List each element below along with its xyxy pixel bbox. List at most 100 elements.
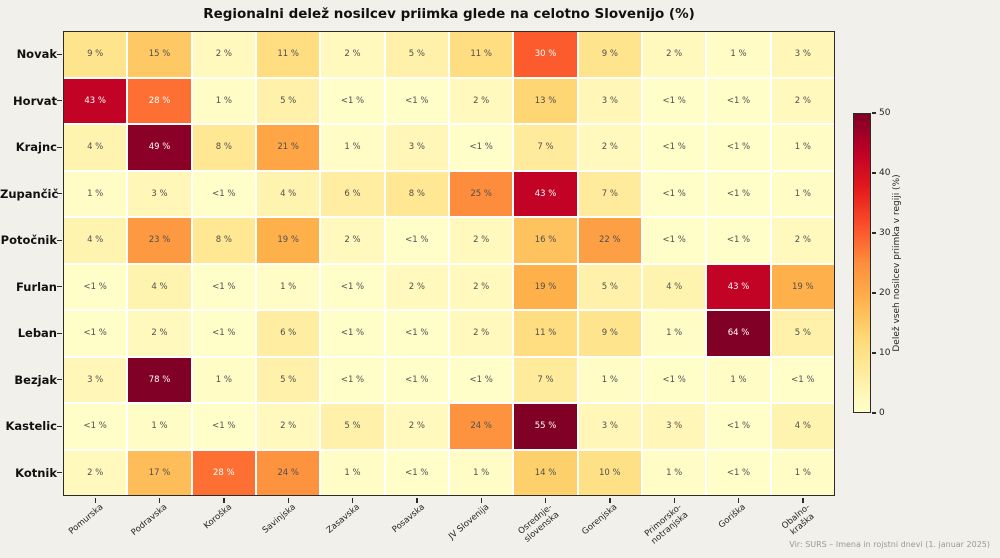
heatmap-cell: 1 % [642,450,706,495]
x-axis-tick [480,497,482,503]
col-label: Podravska [129,502,170,538]
colorbar-tick-label: 50 [879,108,891,118]
heatmap-cell: 23 % [128,218,191,263]
heatmap-cell: 21 % [256,125,320,170]
row-label: Potočnik [0,233,57,248]
heatmap-cell: <1 % [192,264,255,309]
heatmap-cell: 11 % [514,311,577,356]
heatmap-cell: 11 % [449,32,513,77]
y-axis-tick [56,286,62,288]
heatmap-cell: 24 % [449,404,513,449]
heatmap-cell: 4 % [642,264,706,309]
heatmap-cell: 16 % [514,218,577,263]
y-axis-tick [56,193,62,195]
heatmap-cell: 55 % [514,404,577,449]
heatmap-cell: 22 % [578,218,641,263]
heatmap-cell: 1 % [771,171,834,216]
heatmap-cell: <1 % [385,357,448,402]
heatmap-cell: 5 % [771,311,834,356]
heatmap-cell: <1 % [385,450,448,495]
row-label: Kotnik [15,465,57,480]
y-axis-tick [56,146,62,148]
heatmap-cell: <1 % [642,357,706,402]
col-label: Pomurska [66,502,105,537]
heatmap-cell: <1 % [707,218,770,263]
heatmap-cell: 4 % [64,218,127,263]
heatmap-grid: 9 % 15 % 2 % 11 % 2 % 5 % 11 % 30 % 9 % 2 % 1 % 3 %… [63,31,835,496]
colorbar-tick [872,172,876,174]
x-axis-tick [544,497,547,503]
x-axis-tick [416,497,418,503]
heatmap-cell: 2 % [449,311,513,356]
heatmap-cell: <1 % [385,218,448,263]
colorbar [853,113,871,413]
heatmap-cell: <1 % [449,357,513,402]
colorbar-tick-label: 0 [879,408,885,418]
col-label: Koroška [201,502,234,532]
heatmap-cell: 19 % [771,264,834,309]
heatmap-cell: 9 % [578,311,641,356]
heatmap-cell: 5 % [321,404,384,449]
colorbar-tick [872,112,876,114]
y-axis-tick [56,53,62,55]
heatmap-cell: 2 % [256,404,320,449]
colorbar-tick [872,232,876,234]
heatmap-cell: 30 % [514,32,577,77]
colorbar-label: Delež vseh nosilcev priimka v regiji (%) [892,174,902,352]
x-axis-tick [223,497,225,503]
heatmap-cell: <1 % [449,125,513,170]
heatmap-cell: 2 % [64,450,127,495]
heatmap-cell: 14 % [514,450,577,495]
heatmap-cell: 1 % [321,450,384,495]
heatmap-cell: 7 % [514,125,577,170]
heatmap-cell: 1 % [256,264,320,309]
heatmap-cell: <1 % [707,450,770,495]
heatmap-cell: 1 % [128,404,191,449]
heatmap-cell: 43 % [64,78,127,123]
col-label: Zasavska [325,502,363,536]
y-axis-tick [56,379,62,381]
heatmap-cell: 5 % [256,78,320,123]
heatmap-cell: 5 % [256,357,320,402]
heatmap-cell: <1 % [385,311,448,356]
chart-title: Regionalni delež nosilcev priimka glede … [203,6,695,22]
heatmap-cell: 2 % [771,218,834,263]
heatmap-cell: 1 % [321,125,384,170]
heatmap-cell: <1 % [707,125,770,170]
heatmap-cell: <1 % [707,78,770,123]
heatmap-cell: <1 % [771,357,834,402]
heatmap-cell: 11 % [256,32,320,77]
heatmap-cell: <1 % [707,404,770,449]
col-label: Primorsko- notranjska [642,502,691,547]
heatmap-cell: 4 % [256,171,320,216]
x-axis-tick [609,497,611,503]
heatmap-cell: <1 % [385,78,448,123]
heatmap-cell: 1 % [192,78,255,123]
heatmap-cell: 2 % [642,32,706,77]
heatmap-cell: 3 % [642,404,706,449]
heatmap-cell: 2 % [771,78,834,123]
heatmap-cell: 8 % [385,171,448,216]
heatmap-cell: 17 % [128,450,191,495]
heatmap-cell: 1 % [192,357,255,402]
x-axis-tick [287,497,289,503]
source-note: Vir: SURS – Imena in rojstni dnevi (1. j… [789,540,990,549]
colorbar-tick-label: 40 [879,168,891,178]
heatmap-cell: <1 % [192,171,255,216]
heatmap-cell: 4 % [771,404,834,449]
heatmap-cell: 15 % [128,32,191,77]
heatmap-cell: 2 % [449,78,513,123]
heatmap-cell: 19 % [514,264,577,309]
heatmap-cell: 10 % [578,450,641,495]
colorbar-tick [872,352,876,354]
heatmap-cell: 43 % [514,171,577,216]
col-label: Gorenjska [580,502,620,538]
heatmap-cell: <1 % [321,78,384,123]
heatmap-cell: 6 % [321,171,384,216]
heatmap-cell: 5 % [385,32,448,77]
heatmap-cell: 1 % [707,357,770,402]
row-label: Horvat [13,93,57,108]
x-axis-tick [673,497,675,503]
heatmap-cell: 9 % [578,32,641,77]
heatmap-cell: 2 % [449,218,513,263]
